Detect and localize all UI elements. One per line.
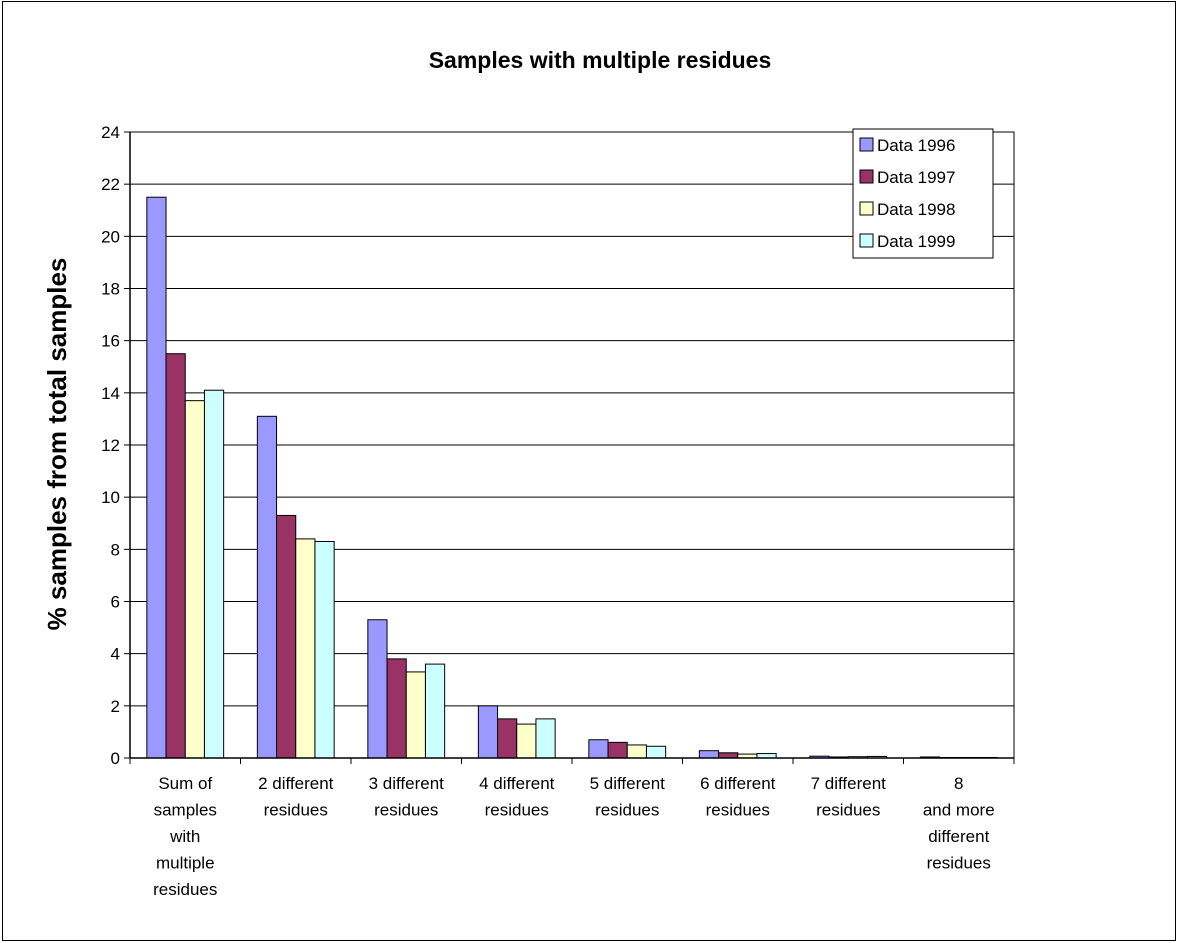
bar-data-1997 bbox=[165, 353, 186, 759]
axes bbox=[124, 131, 1015, 764]
y-axis-label: % samples from total samples bbox=[42, 258, 72, 631]
x-category-label: 4 different residues bbox=[479, 774, 555, 820]
bars bbox=[146, 196, 998, 759]
bar-data-1997 bbox=[718, 752, 739, 759]
bar-data-1998 bbox=[516, 723, 537, 759]
bar-data-1998 bbox=[626, 744, 647, 759]
y-tick-label: 6 bbox=[111, 593, 120, 612]
bar-data-1998 bbox=[295, 538, 316, 759]
y-tick-label: 4 bbox=[111, 645, 120, 664]
bar-data-1996 bbox=[698, 750, 720, 759]
x-category-label: 6 different residues bbox=[700, 774, 776, 820]
bar-data-1999 bbox=[424, 663, 446, 759]
y-tick-label: 18 bbox=[101, 280, 120, 299]
bar-data-1998 bbox=[184, 400, 205, 759]
x-category-label: 7 different residues bbox=[811, 774, 887, 820]
legend-swatch bbox=[859, 137, 874, 152]
x-category-label: 3 different residues bbox=[369, 774, 445, 820]
x-category-labels: Sum of samples with multiple residues 2 diffe… bbox=[153, 774, 995, 899]
bar-data-1996 bbox=[588, 739, 609, 759]
bar-data-1999 bbox=[645, 745, 667, 759]
legend-label: Data 1999 bbox=[877, 232, 955, 251]
legend-swatch bbox=[859, 201, 874, 216]
bar-data-1997 bbox=[386, 658, 407, 759]
y-tick-label: 10 bbox=[101, 488, 120, 507]
legend-label: Data 1996 bbox=[877, 136, 955, 155]
bar-data-1997 bbox=[276, 514, 297, 759]
bar-data-1997 bbox=[607, 741, 628, 759]
y-tick-label: 22 bbox=[101, 175, 120, 194]
legend-swatch bbox=[859, 233, 874, 248]
x-category-label: Sum of samples with multiple residues bbox=[153, 774, 217, 899]
bar-data-1996 bbox=[367, 619, 388, 759]
bar-data-1999 bbox=[535, 718, 556, 759]
y-tick-label: 2 bbox=[111, 697, 120, 716]
y-tick-label: 14 bbox=[101, 384, 120, 403]
bar-data-1999 bbox=[203, 389, 225, 759]
legend: Data 1996 Data 1997 Data 1998 Data 1999 bbox=[852, 128, 994, 259]
legend-box bbox=[852, 128, 994, 259]
bar-data-1996 bbox=[477, 705, 499, 759]
legend-swatch bbox=[859, 169, 874, 184]
bar-data-1997 bbox=[497, 718, 518, 759]
bar-data-1996 bbox=[146, 196, 167, 759]
y-tick-label: 24 bbox=[101, 123, 120, 142]
legend-label: Data 1997 bbox=[877, 168, 955, 187]
y-tick-label: 12 bbox=[101, 436, 120, 455]
y-tick-label: 8 bbox=[111, 540, 120, 559]
y-tick-label: 20 bbox=[101, 227, 120, 246]
y-tick-label: 16 bbox=[101, 332, 120, 351]
x-category-label: 5 different residues bbox=[590, 774, 666, 820]
bar-data-1998 bbox=[405, 671, 426, 759]
y-tick-label: 0 bbox=[111, 749, 120, 768]
x-category-label: 2 different residues bbox=[258, 774, 334, 820]
chart-title: Samples with multiple residues bbox=[429, 47, 772, 73]
x-category-label: 8 and more different residues bbox=[923, 774, 995, 873]
legend-label: Data 1998 bbox=[877, 200, 955, 219]
bar-data-1996 bbox=[256, 415, 278, 759]
bar-data-1999 bbox=[314, 541, 335, 759]
